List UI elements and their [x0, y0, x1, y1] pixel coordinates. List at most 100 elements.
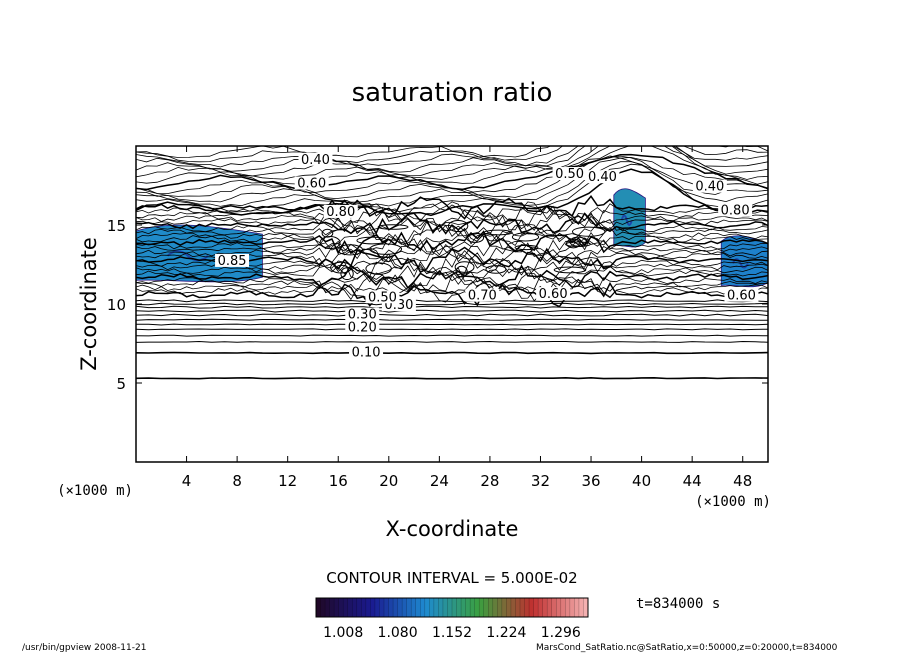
contour-label: 0.20	[348, 320, 377, 335]
colorbar-swatch	[488, 598, 494, 617]
contour-line	[136, 267, 768, 293]
contour-label: 0.85	[218, 254, 247, 269]
colorbar-swatch	[352, 598, 358, 617]
colorbar-swatch	[461, 598, 467, 617]
contour-label: 0.60	[539, 287, 568, 302]
colorbar-swatch	[424, 598, 430, 617]
contour-cell	[356, 236, 388, 245]
colorbar	[315, 597, 589, 618]
contour-line	[136, 264, 768, 290]
colorbar-swatch	[429, 598, 435, 617]
contour-label: 0.50	[368, 290, 397, 305]
contour-label-bg	[692, 179, 727, 193]
contour-line	[136, 305, 768, 309]
contour-label-bg	[465, 288, 500, 302]
contour-label: 0.80	[326, 205, 355, 220]
contour-cell	[369, 243, 403, 255]
colorbar-swatch	[483, 598, 489, 617]
contour-labels: 0.100.200.300.300.50 0.70 0.600.850.400.60…	[215, 152, 759, 361]
colorbar-swatch	[506, 598, 512, 617]
x-tick-label: 36	[581, 472, 600, 490]
contour-label-bg	[718, 203, 753, 217]
contour-label: 0.40	[301, 153, 330, 168]
contour-cell	[569, 236, 588, 247]
contour-cell	[483, 229, 513, 236]
x-tick-label: 12	[278, 472, 297, 490]
colorbar-swatch	[551, 598, 557, 617]
x-tick-label: 32	[531, 472, 550, 490]
contour-line	[136, 209, 768, 232]
contour-cell	[455, 265, 468, 278]
contour-cell	[447, 219, 469, 233]
colorbar-swatch	[379, 598, 385, 617]
time-label: t=834000 s	[636, 596, 720, 612]
contour-label-bg	[298, 152, 333, 166]
colorbar-swatch	[334, 598, 340, 617]
contour-label-bg	[536, 287, 571, 301]
contour-cell	[319, 236, 341, 250]
colorbar-swatch	[420, 598, 426, 617]
contour-line	[136, 328, 768, 331]
contour-line	[136, 146, 768, 158]
contour-label: 0.40	[588, 170, 617, 185]
contour-label: 0.10	[352, 346, 381, 361]
x-tick-label: 16	[329, 472, 348, 490]
colorbar-swatch	[374, 598, 380, 617]
contour-label-bg	[323, 204, 358, 218]
colorbar-swatch	[501, 598, 507, 617]
contour-line	[136, 318, 768, 321]
contour-label-bg	[345, 307, 380, 321]
colorbar-swatch	[406, 598, 412, 617]
contour-cell	[566, 238, 581, 249]
colorbar-swatch	[515, 598, 521, 617]
contour-label: 0.40	[695, 180, 724, 195]
colorbar-swatch	[574, 598, 580, 617]
contour-line	[136, 236, 768, 263]
contour-line	[136, 240, 768, 265]
colorbar-swatch	[560, 598, 566, 617]
contour-label-bg	[365, 290, 400, 304]
contour-label: 0.60	[297, 177, 326, 192]
contour-label: 0.60	[727, 289, 756, 304]
colorbar-swatch	[583, 598, 589, 617]
colorbar-swatch	[497, 598, 503, 617]
x-tick-label: 28	[480, 472, 499, 490]
y-axis-label: Z-coordinate	[77, 237, 101, 371]
contour-line	[136, 157, 768, 203]
contour-cell	[377, 224, 409, 230]
contour-line	[136, 161, 768, 207]
contour-line	[136, 201, 768, 222]
colorbar-swatch	[384, 598, 390, 617]
colorbar-swatch	[329, 598, 335, 617]
contour-line	[136, 146, 768, 168]
contour-cell	[337, 244, 364, 256]
colorbar-swatch	[343, 598, 349, 617]
colorbar-swatch	[578, 598, 584, 617]
colorbar-swatch	[438, 598, 444, 617]
colorbar-swatch	[465, 598, 471, 617]
colorbar-swatch	[524, 598, 530, 617]
contour-line	[136, 215, 768, 238]
colorbar-swatch	[474, 598, 480, 617]
y-axis-ticks: 5 10 15	[107, 217, 768, 393]
colorbar-swatch	[470, 598, 476, 617]
contour-label: 0.80	[721, 203, 750, 218]
contour-cell	[466, 232, 485, 243]
contour-line	[136, 376, 768, 380]
colorbar-swatch	[547, 598, 553, 617]
colorbar-tick-label: 1.296	[541, 625, 581, 641]
contour-cell	[340, 267, 354, 281]
colorbar-swatch	[569, 598, 575, 617]
colorbar-swatch	[520, 598, 526, 617]
colorbar-swatch	[411, 598, 417, 617]
y-tick-label: 15	[107, 217, 126, 235]
contour-line	[136, 153, 768, 191]
x-tick-label: 4	[182, 472, 192, 490]
colorbar-tick-label: 1.224	[486, 625, 526, 641]
colorbar-swatch	[361, 598, 367, 617]
contour-label-bg	[349, 345, 384, 359]
colorbar-swatch	[542, 598, 548, 617]
contour-label-bg	[552, 167, 587, 181]
contour-cell	[553, 266, 587, 274]
